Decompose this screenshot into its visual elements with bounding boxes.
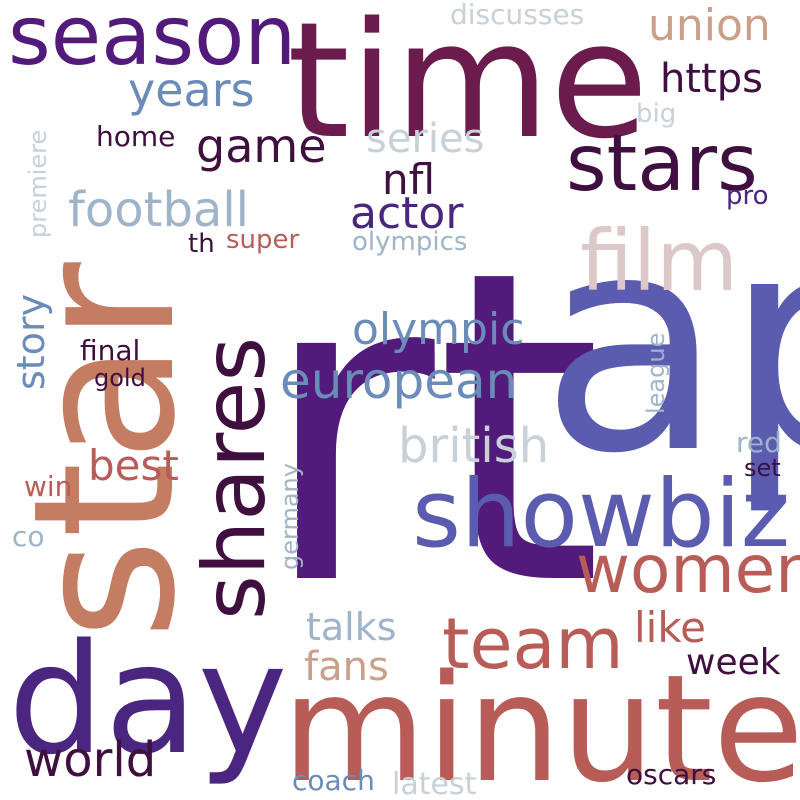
word-union: union bbox=[648, 0, 771, 51]
word-football: football bbox=[68, 182, 249, 238]
word-women: women bbox=[576, 531, 800, 608]
word-story: story bbox=[9, 294, 53, 390]
word-olympic: olympic bbox=[352, 304, 524, 355]
word-latest: latest bbox=[392, 767, 477, 800]
word-premiere: premiere bbox=[24, 130, 52, 238]
word-oscars: oscars bbox=[626, 758, 716, 791]
word-british: british bbox=[398, 418, 549, 474]
word-film: film bbox=[580, 212, 738, 310]
word-co: co bbox=[12, 520, 45, 553]
word-coach: coach bbox=[292, 764, 375, 797]
word-set: set bbox=[744, 454, 781, 482]
word-big: big bbox=[636, 99, 676, 129]
word-talks: talks bbox=[306, 605, 397, 649]
word-final: final bbox=[80, 334, 140, 367]
word-pro: pro bbox=[726, 181, 769, 211]
word-win: win bbox=[24, 470, 72, 503]
word-th: th bbox=[188, 229, 215, 259]
word-https: https bbox=[660, 56, 763, 102]
word-game: game bbox=[196, 119, 327, 173]
word-olympics: olympics bbox=[352, 227, 467, 257]
word-discusses: discusses bbox=[450, 0, 584, 31]
word-super: super bbox=[226, 225, 300, 255]
word-home: home bbox=[96, 120, 175, 153]
word-gold: gold bbox=[94, 364, 146, 392]
word-team: team bbox=[442, 603, 624, 685]
word-european: european bbox=[280, 352, 517, 410]
word-shares: shares bbox=[185, 337, 285, 620]
word-years: years bbox=[128, 63, 255, 117]
word-fans: fans bbox=[304, 644, 389, 690]
word-nfl: nfl bbox=[382, 155, 435, 204]
word-best: best bbox=[88, 441, 179, 490]
word-week: week bbox=[686, 642, 781, 683]
word-world: world bbox=[24, 732, 156, 788]
word-league: league bbox=[642, 333, 670, 414]
word-germany: germany bbox=[276, 463, 304, 570]
